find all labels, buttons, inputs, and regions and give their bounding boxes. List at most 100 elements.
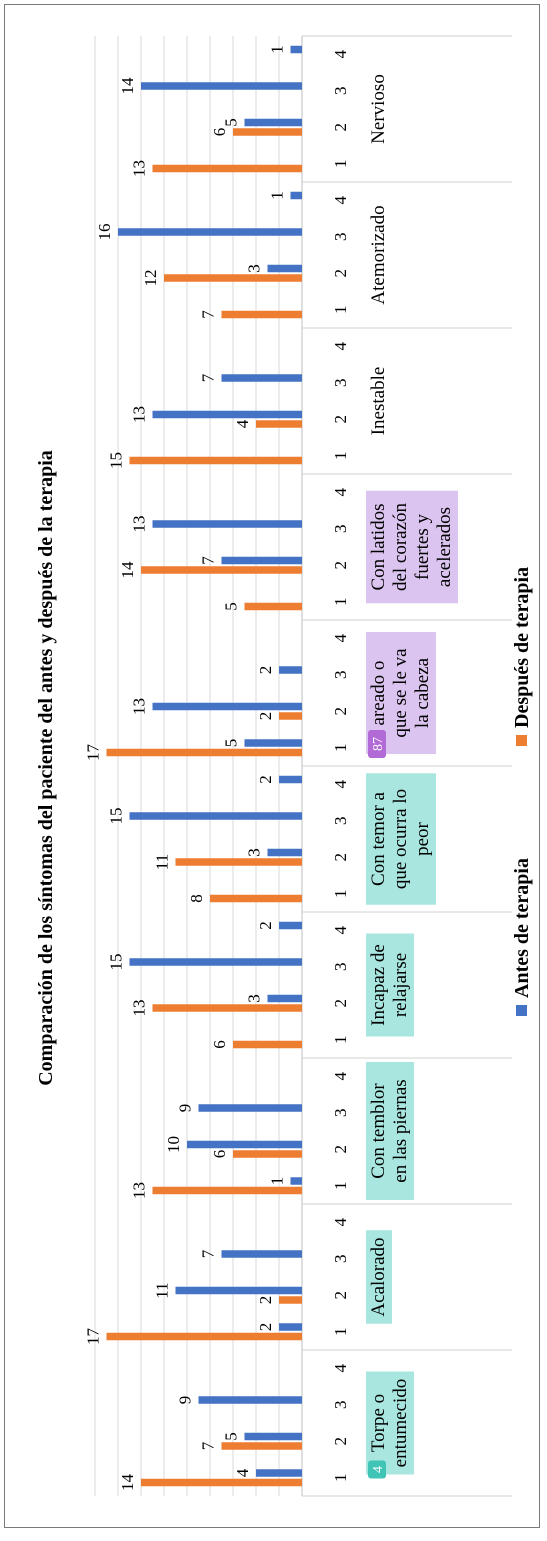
sub-tick-label: 4 — [331, 1364, 350, 1373]
category-label: Con temblor — [368, 1083, 389, 1179]
sub-tick-label: 2 — [331, 707, 350, 716]
sub-tick-label: 4 — [331, 488, 350, 497]
sub-tick-label: 2 — [331, 853, 350, 862]
bar-despues — [233, 1040, 302, 1049]
bar-despues — [221, 1442, 302, 1450]
bar-antes — [129, 958, 302, 966]
value-label: 6 — [210, 1150, 229, 1159]
category-label: fuertes y — [412, 514, 433, 580]
bar-antes — [198, 1396, 302, 1404]
value-label: 2 — [256, 1323, 275, 1332]
category-label: entumecido — [390, 1379, 411, 1468]
value-label: 2 — [256, 1296, 275, 1305]
bar-antes — [129, 812, 302, 820]
bar-antes — [118, 228, 302, 236]
value-label: 13 — [130, 1000, 149, 1017]
sub-tick-label: 3 — [331, 379, 350, 388]
category-label-highlight — [366, 933, 414, 1037]
sub-tick-label: 4 — [331, 926, 350, 935]
sub-tick-label: 1 — [331, 452, 350, 461]
bar-despues — [210, 894, 302, 903]
value-label: 5 — [222, 1432, 241, 1441]
sub-tick-label: 1 — [331, 1328, 350, 1337]
bar-despues — [141, 566, 302, 574]
value-label: 2 — [256, 712, 275, 721]
sub-tick-label: 3 — [331, 1109, 350, 1118]
category-label-highlight — [366, 773, 436, 905]
bar-antes — [267, 994, 302, 1003]
category-label: que ocurra lo — [390, 789, 411, 889]
bar-antes — [244, 739, 302, 747]
value-label: 8 — [187, 894, 206, 903]
value-label: 5 — [222, 118, 241, 127]
bar-antes — [244, 118, 302, 127]
value-label: 1 — [268, 45, 287, 54]
value-label: 6 — [210, 1040, 229, 1049]
sub-tick-label: 4 — [331, 342, 350, 351]
category-label-highlight — [366, 632, 436, 754]
bar-despues — [106, 748, 302, 757]
bar-despues — [152, 164, 302, 173]
value-label: 2 — [256, 666, 275, 675]
category-label-highlight — [366, 490, 458, 604]
annotation-badge — [368, 730, 386, 758]
sub-tick-label: 2 — [331, 1145, 350, 1154]
bar-despues — [164, 274, 302, 282]
bar-despues — [175, 858, 302, 866]
value-label: 15 — [107, 954, 126, 971]
category-label: Con latidos — [368, 503, 389, 590]
value-label: 3 — [245, 994, 264, 1003]
value-label: 1 — [268, 1177, 287, 1186]
bar-despues — [152, 1186, 302, 1195]
value-label: 5 — [222, 602, 241, 611]
bar-despues — [141, 1478, 302, 1487]
sub-tick-label: 3 — [331, 1401, 350, 1410]
value-label: 3 — [245, 848, 264, 857]
value-label: 5 — [222, 739, 241, 748]
value-label: 12 — [141, 270, 160, 287]
category-axis: 1 2 3 4 Torpe o entumecido 4 1 2 3 4 Acalorado 1 2 3 4 C… — [302, 35, 512, 1497]
bar-antes — [141, 82, 302, 90]
annotation-badge — [368, 1460, 386, 1479]
bar-antes — [279, 666, 302, 674]
value-label: 9 — [176, 1104, 195, 1113]
sub-tick-label: 4 — [331, 1072, 350, 1081]
sub-tick-label: 4 — [331, 780, 350, 789]
bar-antes — [152, 702, 302, 711]
category-label: Atemorizado — [368, 205, 389, 304]
sub-tick-label: 3 — [331, 233, 350, 242]
category-label: areado o — [368, 661, 389, 726]
category-label-highlight — [366, 1062, 414, 1200]
sub-tick-label: 3 — [331, 963, 350, 972]
bars: 1447591722117131610961331528113152175213… — [84, 45, 302, 1492]
sub-tick-label: 2 — [331, 999, 350, 1008]
value-label: 2 — [256, 775, 275, 784]
sub-tick-label: 1 — [331, 160, 350, 169]
category-label: relajarse — [390, 953, 411, 1017]
value-label: 7 — [199, 373, 218, 382]
bar-antes — [187, 1140, 302, 1149]
sub-tick-label: 4 — [331, 196, 350, 205]
category-label: Torpe o — [368, 1394, 389, 1452]
bar-antes — [279, 1323, 302, 1331]
bar-despues — [152, 1004, 302, 1012]
sub-tick-label: 3 — [331, 525, 350, 534]
chart-title: Comparación de los síntomas del paciente… — [35, 450, 57, 1086]
sub-tick-label: 4 — [331, 1218, 350, 1227]
value-label: 7 — [199, 1441, 218, 1450]
bar-despues — [279, 1296, 302, 1304]
sub-tick-label: 2 — [331, 269, 350, 278]
sub-tick-label: 2 — [331, 415, 350, 424]
sub-tick-label: 3 — [331, 1255, 350, 1264]
bar-despues — [279, 712, 302, 720]
bar-antes — [267, 848, 302, 857]
legend: Antes de terapia Después de terapia — [511, 567, 533, 1016]
value-label: 14 — [118, 1474, 137, 1492]
value-label: 4 — [233, 419, 252, 428]
sub-tick-label: 2 — [331, 561, 350, 570]
sub-tick-label: 1 — [331, 1474, 350, 1483]
category-label: que se le va — [390, 648, 411, 738]
value-label: 3 — [245, 264, 264, 273]
